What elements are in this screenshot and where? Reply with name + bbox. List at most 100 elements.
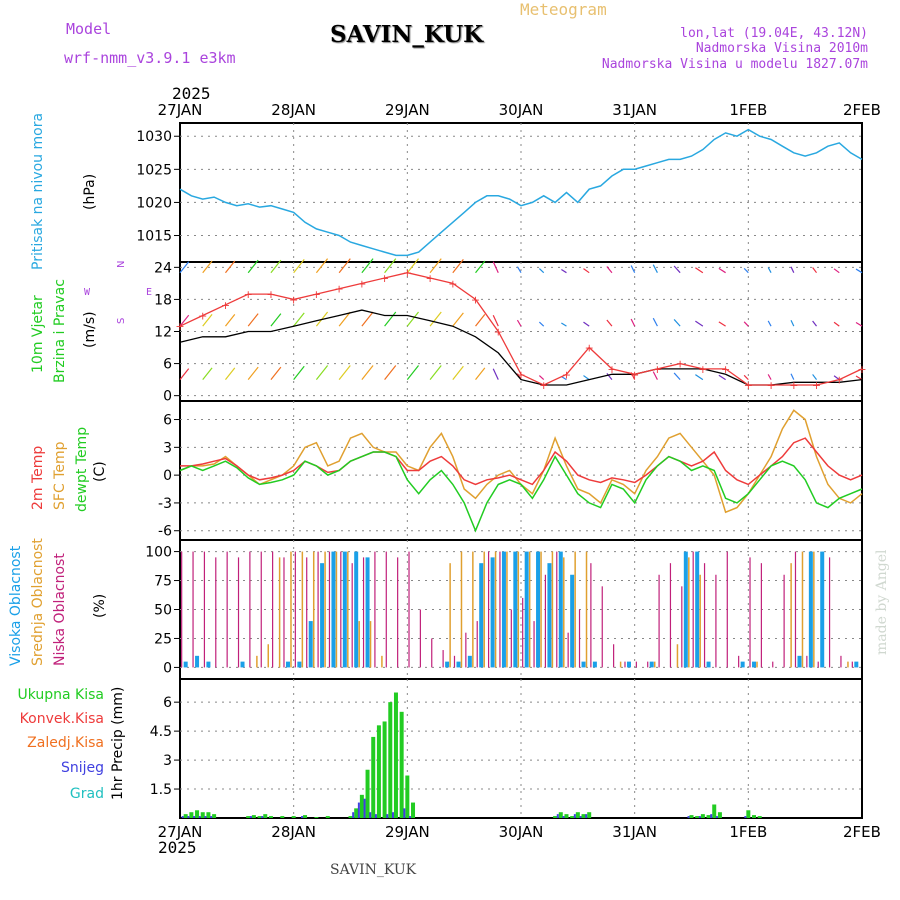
wind-barb <box>202 314 213 327</box>
clouds-ytick-label: 75 <box>154 574 172 590</box>
wind-barb <box>767 267 772 273</box>
high-cloud-bar <box>547 563 552 668</box>
legend-frozen-precip: Zaledj.Kisa <box>27 735 104 751</box>
precip-snow-bar <box>409 816 412 818</box>
precip-snow-bar <box>357 802 360 818</box>
precip-snow-bar <box>698 816 701 818</box>
wind-barb <box>561 269 567 274</box>
gust-marker: + <box>857 363 866 376</box>
wind-barb <box>429 258 442 274</box>
precip-total-bar <box>183 814 188 818</box>
precip-snow-bar <box>687 816 690 818</box>
wind-barb <box>338 258 351 274</box>
wind-barb <box>384 365 397 380</box>
wind-barb <box>270 313 282 327</box>
precip-total-bar <box>700 814 705 818</box>
wind-barb <box>833 375 840 381</box>
wind-barb <box>833 321 840 327</box>
precip-total-bar <box>712 804 717 818</box>
wind-barb <box>452 312 464 327</box>
wind-barb <box>516 319 522 327</box>
wind-barb <box>293 365 305 380</box>
precip-total-bar <box>746 810 751 818</box>
clouds-ytick-label: 0 <box>163 660 172 676</box>
wind-barb <box>338 311 351 327</box>
date-tick-top: 27JAN <box>158 101 203 119</box>
wind-barb <box>790 373 795 380</box>
precip-snow-bar <box>374 814 377 818</box>
high-cloud-bar <box>467 655 472 668</box>
precip-ytick-label: 3 <box>163 753 172 769</box>
precip-total-bar <box>706 815 711 818</box>
precip-total-bar <box>695 816 700 818</box>
clouds-ytick-label: 50 <box>154 603 172 619</box>
gust-marker: + <box>653 363 662 376</box>
high-cloud-bar <box>206 661 211 668</box>
wind-gust-line <box>179 272 863 386</box>
wind-barb <box>630 318 636 327</box>
high-cloud-bar <box>695 551 700 668</box>
precip-total-bar <box>200 812 205 818</box>
gust-marker: + <box>516 368 525 381</box>
precip-total-bar <box>564 814 569 818</box>
wind-barb <box>384 258 397 274</box>
high-cloud-bar <box>592 661 597 668</box>
wind-barb <box>812 320 818 327</box>
gust-marker: + <box>448 277 457 290</box>
precip-total-bar <box>558 812 563 818</box>
wind-barb <box>652 371 658 380</box>
precip-total-bar <box>206 812 211 818</box>
wind-barb <box>224 367 236 380</box>
precip-total-bar <box>251 815 256 818</box>
wind-barb <box>583 375 590 381</box>
precip-total-bar <box>717 812 722 818</box>
wind-barb <box>475 367 486 380</box>
high-cloud-bar <box>581 661 586 668</box>
gust-marker: + <box>244 288 253 301</box>
gust-marker: + <box>744 379 753 392</box>
date-tick-top: 30JAN <box>499 101 544 119</box>
temp-2m-line <box>180 437 863 486</box>
wind-barb <box>630 265 636 273</box>
station-title: SAVIN_KUK <box>330 21 484 48</box>
sfc-temp-line <box>179 409 863 514</box>
precip-total-bar <box>303 815 308 818</box>
legend-conv-precip: Konvek.Kisa <box>19 711 104 727</box>
precip-ytick-label: 6 <box>163 695 172 711</box>
date-tick-top: 28JAN <box>271 101 316 119</box>
precip-total-bar <box>263 814 268 818</box>
wind-barb <box>695 267 704 274</box>
high-cloud-bar <box>445 661 450 668</box>
precip-snow-bar <box>710 814 713 818</box>
gust-marker: + <box>175 320 184 333</box>
precip-total-bar <box>553 816 558 818</box>
gust-marker: + <box>494 326 503 339</box>
clouds-frame <box>179 539 863 680</box>
gust-marker: + <box>289 293 298 306</box>
precip-frame <box>179 678 863 819</box>
date-tick-top: 2FEB <box>843 101 881 119</box>
gust-marker: + <box>198 309 207 322</box>
precip-total-bar <box>752 815 757 818</box>
precip-total-bar <box>280 816 285 818</box>
gust-marker: + <box>266 288 275 301</box>
precip-total-bar <box>365 769 370 818</box>
wind-barb <box>538 375 545 381</box>
wind-barb <box>247 366 259 380</box>
date-tick-top: 1FEB <box>729 101 767 119</box>
gust-marker: + <box>403 267 412 280</box>
high-cloud-bar <box>490 557 495 668</box>
precip-total-bar <box>189 812 194 818</box>
pressure-line <box>179 128 863 257</box>
gust-marker: + <box>221 299 230 312</box>
wind-barb <box>673 319 681 327</box>
wind-barb <box>475 260 486 274</box>
wind-barb <box>406 258 419 274</box>
wind-barb <box>833 268 840 274</box>
wind-barb <box>606 373 613 380</box>
wind-barb <box>179 314 190 327</box>
pressure-ytick-label: 1020 <box>136 195 172 211</box>
model-label: Model <box>66 20 112 38</box>
wind-barb <box>384 311 397 327</box>
